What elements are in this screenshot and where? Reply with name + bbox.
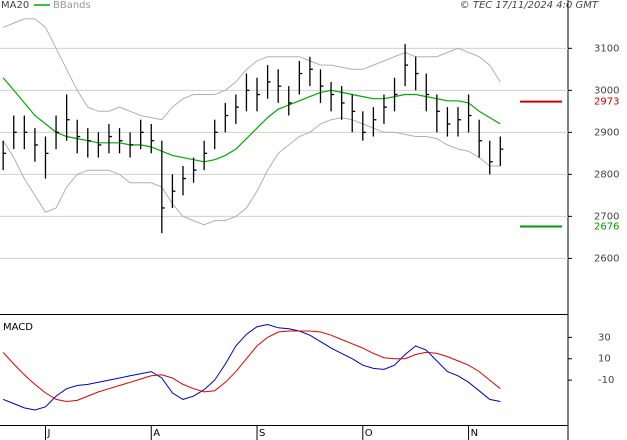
y-tick-label: 2700	[594, 211, 619, 222]
legend-label: MA20	[1, 0, 29, 11]
credit: © TEC 17/11/2024 4:0 GMT	[460, 0, 599, 11]
y-tick-label: 2600	[594, 253, 619, 264]
y-tick-label: 10	[598, 354, 611, 365]
x-tick-label: N	[471, 428, 478, 439]
band-line	[3, 18, 501, 121]
y-tick-label: -10	[598, 375, 614, 386]
y-tick-label: 3100	[594, 43, 619, 54]
x-tick-label: O	[365, 428, 373, 439]
macd-line	[3, 323, 501, 411]
ma-line	[2, 77, 501, 163]
level-label: 2676	[594, 221, 619, 232]
x-tick-label: S	[259, 428, 265, 439]
legend-label: BBands	[53, 0, 91, 11]
y-tick-label: 2900	[594, 127, 619, 138]
y-tick-label: 30	[598, 332, 611, 343]
panel-title: MACD	[3, 322, 33, 333]
x-tick-label: A	[153, 428, 160, 439]
y-tick-label: 3000	[594, 85, 619, 96]
y-tick-label: 2800	[594, 169, 619, 180]
band-line	[2, 117, 501, 226]
level-label: 2973	[594, 97, 619, 108]
macd-line	[2, 330, 501, 403]
x-tick-label: J	[46, 428, 50, 439]
